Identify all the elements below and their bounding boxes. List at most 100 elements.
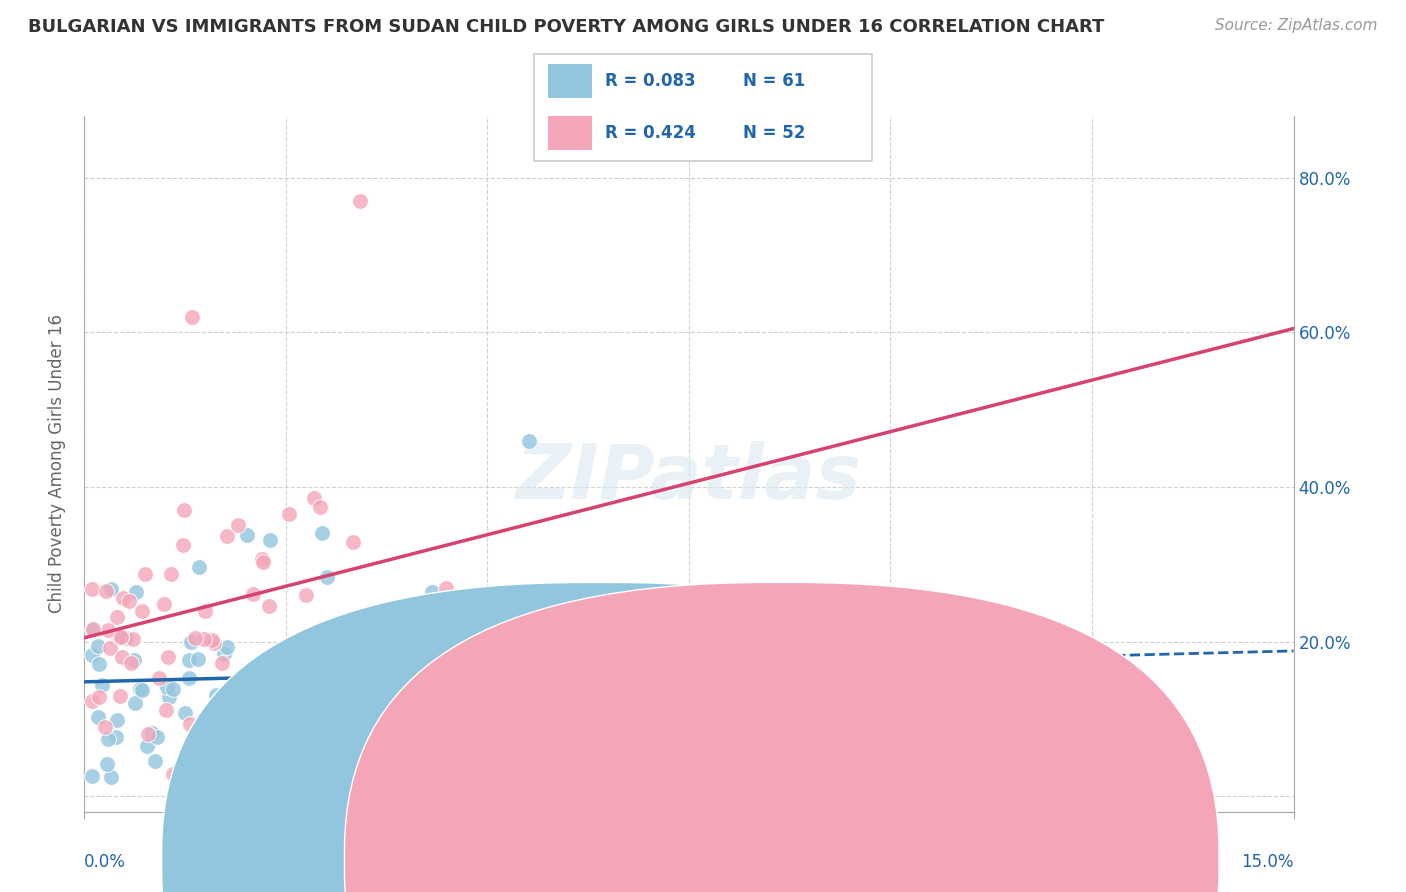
Point bbox=[87, 639, 110, 653]
Point bbox=[492, 651, 515, 665]
FancyBboxPatch shape bbox=[534, 54, 872, 161]
Point bbox=[100, 582, 122, 597]
Point bbox=[207, 703, 229, 717]
Point bbox=[839, 727, 862, 741]
Point bbox=[253, 669, 276, 683]
Point bbox=[349, 194, 371, 208]
Point bbox=[193, 632, 215, 646]
Point bbox=[129, 682, 152, 697]
Point bbox=[225, 771, 247, 785]
Point bbox=[162, 681, 184, 696]
Point bbox=[254, 726, 277, 740]
Point bbox=[145, 730, 167, 744]
Point bbox=[148, 671, 170, 685]
Point bbox=[274, 664, 297, 678]
Point bbox=[110, 630, 132, 644]
Point bbox=[233, 684, 256, 698]
Point bbox=[179, 717, 201, 731]
Point bbox=[82, 648, 104, 662]
Point bbox=[111, 650, 134, 665]
Point bbox=[97, 732, 120, 747]
Point bbox=[90, 678, 112, 692]
Text: N = 52: N = 52 bbox=[744, 124, 806, 142]
Text: N = 61: N = 61 bbox=[744, 72, 806, 90]
Point bbox=[236, 528, 259, 542]
Text: ZIPatlas: ZIPatlas bbox=[516, 441, 862, 515]
Point bbox=[124, 696, 146, 710]
Point bbox=[284, 657, 307, 671]
Point bbox=[121, 632, 143, 646]
Point bbox=[205, 689, 228, 703]
Point bbox=[89, 690, 111, 704]
Point bbox=[226, 518, 249, 533]
Point bbox=[156, 649, 179, 664]
Point bbox=[212, 647, 235, 661]
Point bbox=[302, 491, 325, 505]
Point bbox=[96, 757, 118, 772]
Text: Immigrants from Sudan: Immigrants from Sudan bbox=[804, 853, 1001, 871]
Point bbox=[94, 583, 117, 598]
Point bbox=[125, 584, 148, 599]
Point bbox=[281, 735, 304, 749]
Point bbox=[183, 631, 205, 645]
Point bbox=[177, 653, 200, 667]
Point bbox=[257, 599, 280, 614]
Point bbox=[202, 636, 225, 650]
Point bbox=[180, 635, 202, 649]
Point bbox=[136, 739, 159, 753]
Point bbox=[115, 631, 138, 645]
Point bbox=[131, 604, 153, 618]
Point bbox=[105, 731, 128, 745]
Point bbox=[156, 680, 179, 694]
Point bbox=[108, 630, 131, 644]
Point bbox=[143, 754, 166, 768]
Point bbox=[385, 651, 408, 665]
Point bbox=[287, 665, 309, 679]
Text: R = 0.083: R = 0.083 bbox=[605, 72, 696, 90]
Point bbox=[100, 641, 122, 656]
Point bbox=[100, 770, 122, 784]
Point bbox=[240, 746, 263, 760]
Point bbox=[342, 535, 364, 549]
Point bbox=[136, 727, 159, 741]
Point bbox=[180, 310, 202, 324]
Point bbox=[177, 671, 200, 685]
Point bbox=[311, 526, 333, 541]
Point bbox=[82, 694, 104, 708]
Text: Source: ZipAtlas.com: Source: ZipAtlas.com bbox=[1215, 18, 1378, 33]
Point bbox=[155, 703, 177, 717]
Point bbox=[322, 660, 344, 674]
Point bbox=[173, 706, 195, 721]
Point bbox=[173, 503, 195, 517]
Point bbox=[242, 587, 264, 601]
Point bbox=[82, 769, 104, 783]
Point bbox=[278, 508, 301, 522]
Point bbox=[141, 725, 163, 739]
Point bbox=[323, 640, 346, 655]
Point bbox=[82, 624, 104, 638]
Point bbox=[131, 683, 153, 698]
Bar bbox=[548, 64, 592, 98]
Point bbox=[82, 623, 104, 637]
Point bbox=[294, 587, 316, 601]
Point bbox=[152, 597, 174, 611]
Text: BULGARIAN VS IMMIGRANTS FROM SUDAN CHILD POVERTY AMONG GIRLS UNDER 16 CORRELATIO: BULGARIAN VS IMMIGRANTS FROM SUDAN CHILD… bbox=[28, 18, 1105, 36]
Point bbox=[118, 594, 141, 608]
Point bbox=[517, 434, 540, 448]
Point bbox=[87, 710, 110, 724]
Point bbox=[211, 656, 233, 670]
Point bbox=[316, 570, 339, 584]
Point bbox=[107, 610, 129, 624]
Point bbox=[120, 657, 142, 671]
Point bbox=[356, 683, 378, 698]
Point bbox=[328, 661, 350, 675]
Point bbox=[110, 689, 132, 703]
Point bbox=[194, 604, 217, 618]
Point bbox=[436, 714, 458, 728]
Point bbox=[420, 585, 443, 599]
Point bbox=[111, 591, 134, 605]
Point bbox=[97, 623, 120, 637]
Point bbox=[215, 529, 238, 543]
Point bbox=[162, 766, 184, 780]
Point bbox=[159, 567, 181, 582]
